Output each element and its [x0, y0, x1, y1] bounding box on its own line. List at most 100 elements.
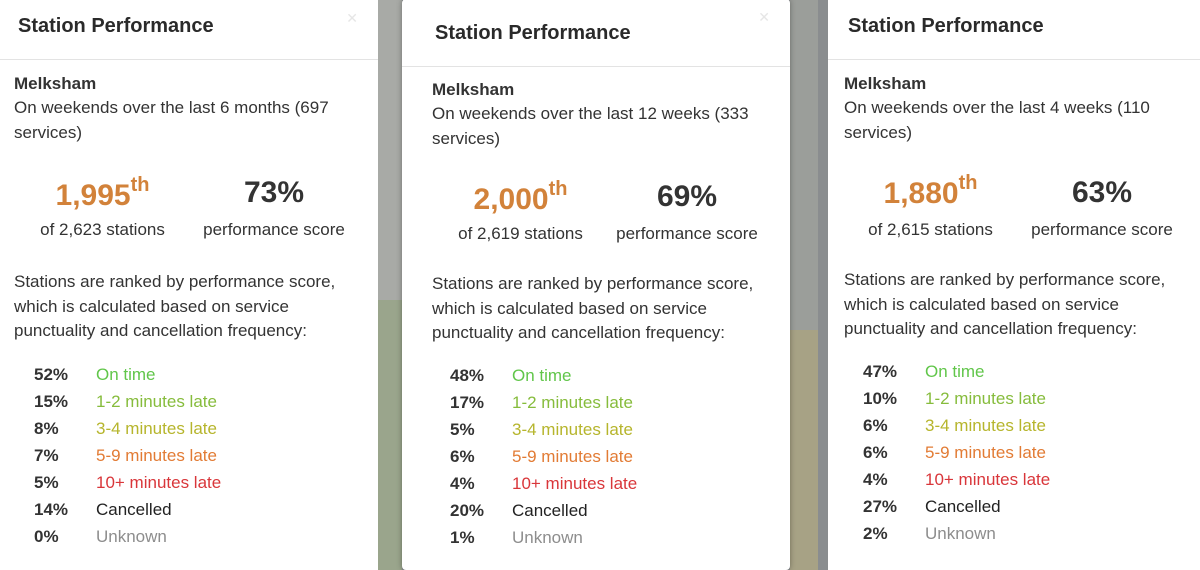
stat-row-5-9-late: 6% 5-9 minutes late [450, 447, 637, 474]
stat-percent: 8% [34, 419, 59, 438]
stat-row-5-9-late: 7% 5-9 minutes late [34, 446, 221, 473]
rank-label: of 2,619 stations [458, 224, 583, 243]
stat-label: Unknown [96, 527, 167, 546]
period-description: On weekends over the last 4 weeks (110 s… [844, 98, 1150, 142]
stat-label: 1-2 minutes late [96, 392, 217, 411]
stat-percent: 5% [34, 473, 59, 492]
stat-percent: 27% [863, 497, 898, 516]
stat-label: 3-4 minutes late [512, 420, 633, 439]
close-icon[interactable]: ✕ [346, 10, 358, 26]
rank-label: of 2,615 stations [868, 220, 993, 239]
map-background-area [790, 330, 818, 570]
performance-score: 63% [1071, 176, 1133, 209]
stat-row-unknown: 2% Unknown [863, 524, 1050, 551]
stat-row-10-plus-late: 4% 10+ minutes late [863, 470, 1050, 497]
score-label: performance score [203, 220, 345, 239]
panel-title: Station Performance [18, 15, 214, 37]
stat-row-1-2-late: 10% 1-2 minutes late [863, 389, 1050, 416]
station-performance-panel: Station Performance ✕ Melksham On weeken… [0, 0, 378, 570]
stat-percent: 14% [34, 500, 69, 519]
station-performance-panel: Station Performance Melksham On weekends… [828, 0, 1200, 570]
panel-header: Station Performance ✕ [0, 0, 378, 60]
stat-percent: 52% [34, 365, 69, 384]
stat-percent: 47% [863, 362, 898, 381]
score-label: performance score [1031, 220, 1173, 239]
panel-header: Station Performance ✕ [402, 0, 790, 67]
stat-row-3-4-late: 5% 3-4 minutes late [450, 420, 637, 447]
period-description: On weekends over the last 6 months (697 … [14, 98, 329, 142]
stat-label: 5-9 minutes late [96, 446, 217, 465]
station-name: Melksham [14, 74, 97, 93]
stat-label: Unknown [512, 528, 583, 547]
punctuality-breakdown: 47% On time 10% 1-2 minutes late 6% 3-4 min… [863, 362, 1050, 551]
ranking-explanation: Stations are ranked by performance score… [14, 272, 336, 340]
stat-row-5-9-late: 6% 5-9 minutes late [863, 443, 1050, 470]
stat-label: 5-9 minutes late [512, 447, 633, 466]
rank-value: 2,000 [473, 183, 549, 216]
stat-label: On time [96, 365, 156, 384]
stat-row-cancelled: 14% Cancelled [34, 500, 221, 527]
station-name: Melksham [432, 80, 515, 99]
stat-label: Cancelled [925, 497, 1001, 516]
stat-row-on-time: 47% On time [863, 362, 1050, 389]
rank-suffix: th [130, 174, 150, 196]
stat-label: 10+ minutes late [925, 470, 1051, 489]
stat-percent: 6% [863, 416, 888, 435]
period-description: On weekends over the last 12 weeks (333 … [432, 104, 749, 148]
stat-label: 10+ minutes late [512, 474, 638, 493]
stat-row-1-2-late: 15% 1-2 minutes late [34, 392, 221, 419]
stat-row-on-time: 52% On time [34, 365, 221, 392]
stat-row-1-2-late: 17% 1-2 minutes late [450, 393, 637, 420]
stat-label: Cancelled [96, 500, 172, 519]
stat-label: 3-4 minutes late [925, 416, 1046, 435]
stat-percent: 20% [450, 501, 485, 520]
station-rank: 1,995th [20, 174, 185, 213]
panel-title: Station Performance [848, 15, 1044, 37]
stat-row-cancelled: 27% Cancelled [863, 497, 1050, 524]
panel-header: Station Performance [828, 0, 1200, 60]
stat-row-3-4-late: 6% 3-4 minutes late [863, 416, 1050, 443]
stat-label: 5-9 minutes late [925, 443, 1046, 462]
close-icon[interactable]: ✕ [758, 9, 770, 25]
stat-label: Cancelled [512, 501, 588, 520]
stat-label: 3-4 minutes late [96, 419, 217, 438]
stat-percent: 0% [34, 527, 59, 546]
panel-title: Station Performance [435, 22, 631, 44]
rank-suffix: th [958, 172, 978, 194]
stat-percent: 17% [450, 393, 485, 412]
stat-percent: 6% [450, 447, 475, 466]
stat-label: On time [925, 362, 985, 381]
map-background-area [378, 300, 402, 570]
station-performance-panel: Station Performance ✕ Melksham On weeken… [402, 0, 790, 570]
stat-percent: 15% [34, 392, 69, 411]
performance-score: 73% [243, 176, 305, 209]
ranking-explanation: Stations are ranked by performance score… [844, 270, 1166, 338]
stat-percent: 6% [863, 443, 888, 462]
station-name: Melksham [844, 74, 927, 93]
rank-label: of 2,623 stations [40, 220, 165, 239]
stat-row-on-time: 48% On time [450, 366, 637, 393]
punctuality-breakdown: 48% On time 17% 1-2 minutes late 5% 3-4 min… [450, 366, 637, 555]
rank-value: 1,880 [883, 177, 959, 210]
station-rank: 1,880th [848, 172, 1013, 211]
stat-row-3-4-late: 8% 3-4 minutes late [34, 419, 221, 446]
stat-label: On time [512, 366, 572, 385]
stat-label: 1-2 minutes late [925, 389, 1046, 408]
stat-row-cancelled: 20% Cancelled [450, 501, 637, 528]
rank-value: 1,995 [55, 179, 131, 212]
stat-row-10-plus-late: 4% 10+ minutes late [450, 474, 637, 501]
stat-percent: 48% [450, 366, 485, 385]
stat-percent: 5% [450, 420, 475, 439]
stat-percent: 10% [863, 389, 898, 408]
score-label: performance score [616, 224, 758, 243]
stat-row-10-plus-late: 5% 10+ minutes late [34, 473, 221, 500]
stat-percent: 4% [863, 470, 888, 489]
station-rank: 2,000th [438, 178, 603, 217]
stat-percent: 2% [863, 524, 888, 543]
performance-score: 69% [656, 180, 718, 213]
stat-row-unknown: 1% Unknown [450, 528, 637, 555]
stat-label: Unknown [925, 524, 996, 543]
stat-row-unknown: 0% Unknown [34, 527, 221, 554]
ranking-explanation: Stations are ranked by performance score… [432, 274, 754, 342]
rank-suffix: th [548, 178, 568, 200]
